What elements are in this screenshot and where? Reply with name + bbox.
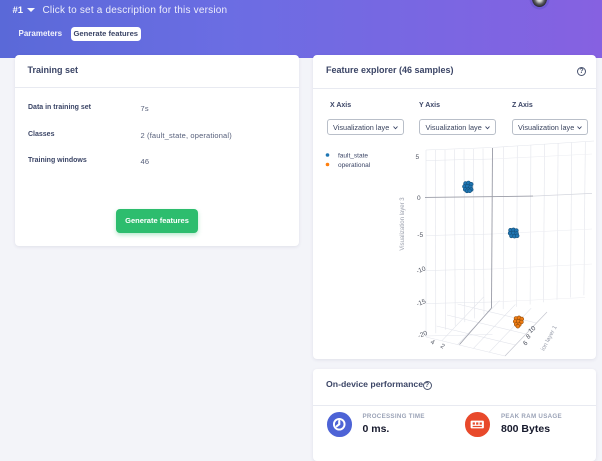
svg-text:2: 2 — [439, 343, 446, 351]
svg-text:-15: -15 — [416, 298, 428, 308]
svg-text:0: 0 — [417, 195, 421, 202]
svg-text:-5: -5 — [417, 232, 423, 239]
svg-text:10: 10 — [527, 325, 537, 335]
svg-text:-20: -20 — [417, 330, 429, 340]
svg-text:operational: operational — [338, 162, 371, 169]
svg-text:Visualization layer 3: Visualization layer 3 — [400, 197, 406, 251]
svg-text:5: 5 — [415, 154, 419, 161]
svg-text:4: 4 — [429, 339, 436, 347]
svg-text:fault_state: fault_state — [338, 153, 368, 160]
svg-text:-10: -10 — [416, 265, 428, 275]
svg-text:ion layer 1: ion layer 1 — [540, 324, 559, 352]
